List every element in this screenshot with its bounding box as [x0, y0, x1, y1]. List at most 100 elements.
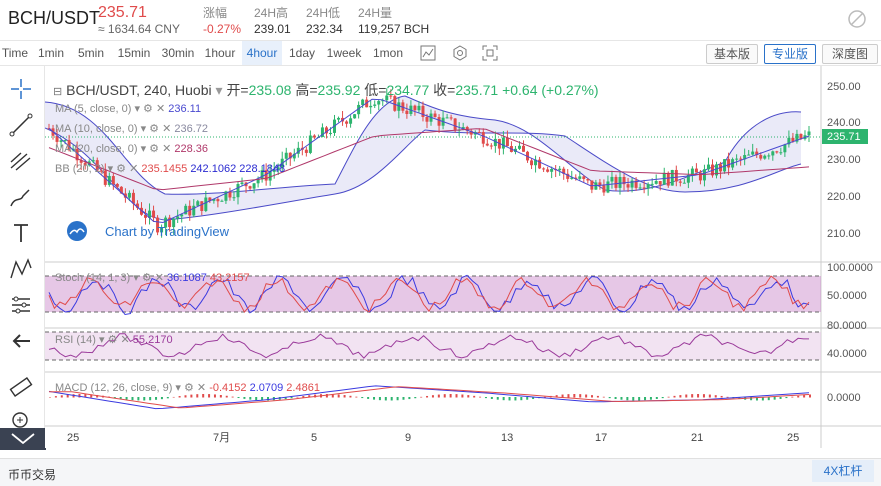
indicator-label: MA (5, close, 0) [55, 103, 132, 115]
chevron-down-icon[interactable]: ▾ [215, 82, 223, 98]
candlestick-icon[interactable] [420, 45, 436, 61]
watermark-text: Chart by TradingView [105, 224, 230, 239]
indicator-label: Stoch (14, 1, 3) [55, 272, 131, 284]
indicator-macd[interactable]: MACD (12, 26, close, 9) ▾ ⚙ ✕ -0.4152 2.… [55, 382, 320, 394]
macd-bar [396, 397, 399, 401]
macd-bar [49, 397, 51, 398]
macd-bar [296, 396, 299, 398]
macd-bar [514, 397, 517, 401]
header [0, 0, 881, 41]
macd-bar [797, 395, 800, 398]
indicator-ma10[interactable]: MA (10, close, 0) ▾ ⚙ ✕ 236.72 [55, 123, 209, 135]
candle-body [220, 200, 224, 202]
candle-body [578, 176, 582, 179]
candle-body [517, 145, 521, 149]
macd-bar [750, 397, 753, 401]
margin-4x-button[interactable]: 4X杠杆 [812, 460, 874, 482]
pattern-icon[interactable] [6, 254, 36, 284]
brush-icon[interactable] [6, 182, 36, 212]
candle-body [638, 187, 642, 189]
collapse-legend-icon[interactable]: ⊟ [53, 86, 63, 98]
drawing-toolbar [0, 66, 45, 448]
macd-bar [561, 394, 564, 398]
view-depth-button[interactable]: 深度图 [822, 44, 878, 64]
interval-1min[interactable]: 1min [37, 46, 64, 60]
candle-body [393, 96, 397, 111]
indicator-bb[interactable]: BB (20, 2) ▾ ⚙ ✕ 235.1455 242.1062 228.1… [55, 163, 286, 175]
candle-body [530, 160, 534, 166]
candle-body [264, 170, 268, 181]
candle-body [425, 116, 429, 122]
interval-1day[interactable]: 1day [288, 46, 316, 60]
macd-bar [125, 397, 128, 400]
interval-1week[interactable]: 1week [326, 46, 362, 60]
candle-body [534, 159, 538, 166]
candle-body [152, 210, 156, 218]
view-basic-button[interactable]: 基本版 [706, 44, 758, 64]
candle-body [196, 201, 200, 206]
price-chart[interactable]: Chart by TradingView 250.00 240.00 230.0… [45, 66, 881, 448]
fullscreen-icon[interactable] [482, 45, 498, 61]
indicator-stoch[interactable]: Stoch (14, 1, 3) ▾ ⚙ ✕ 36.1087 43.2157 [55, 272, 250, 284]
view-pro-button[interactable]: 专业版 [764, 44, 816, 64]
macd-bar [414, 397, 417, 399]
candle-body [759, 155, 763, 159]
price-cny: ≈ 1634.64 CNY [98, 22, 180, 36]
zoom-icon[interactable] [6, 406, 36, 436]
interval-30min[interactable]: 30min [161, 46, 195, 60]
candle-body [477, 132, 481, 134]
fib-icon[interactable] [6, 146, 36, 176]
trend-line-icon[interactable] [6, 110, 36, 140]
candle-body [156, 217, 160, 233]
interval-15min[interactable]: 15min [117, 46, 151, 60]
high-label: 高= [295, 82, 318, 98]
candle-body [304, 149, 308, 153]
candle-body [192, 205, 196, 216]
candle-body [449, 117, 453, 119]
candle-body [453, 118, 457, 130]
macd-bar [714, 395, 717, 398]
time-tick: 25 [787, 432, 799, 444]
macd-signal-value: 2.4861 [286, 382, 320, 394]
macd-bar [526, 397, 529, 400]
spot-trading-tab[interactable]: 币币交易 [8, 468, 57, 482]
candle-body [550, 169, 554, 172]
candle-body [586, 179, 590, 181]
macd-bar [655, 397, 658, 399]
candle-body [562, 168, 566, 174]
collapse-toolbar-button[interactable] [0, 428, 46, 450]
indicator-value: 228.1848 [239, 163, 286, 175]
text-icon[interactable] [6, 218, 36, 248]
interval-1mon[interactable]: 1mon [372, 46, 404, 60]
trading-pair[interactable]: BCH/USDT [8, 8, 101, 28]
indicator-ma5[interactable]: MA (5, close, 0) ▾ ⚙ ✕ 236.11 [55, 103, 202, 115]
interval-1hour[interactable]: 1hour [204, 46, 236, 60]
candle-body [256, 179, 260, 184]
macd-bar [225, 395, 228, 398]
candle-body [119, 186, 123, 194]
macd-bar [308, 395, 311, 398]
candle-body [337, 117, 341, 120]
macd-bar [661, 397, 664, 399]
settings-icon[interactable] [452, 45, 468, 61]
time-tick: 5 [311, 432, 317, 444]
candle-body [369, 105, 373, 108]
measure-icon[interactable] [6, 290, 36, 320]
indicator-rsi[interactable]: RSI (14) ▾ ⚙ ✕ 55.2170 [55, 334, 173, 346]
time-label[interactable]: Time [1, 46, 29, 60]
candle-body [658, 181, 662, 185]
chart-title[interactable]: BCH/USDT, 240, Huobi [66, 82, 212, 98]
indicator-ma20[interactable]: MA (20, close, 0) ▾ ⚙ ✕ 228.36 [55, 143, 209, 155]
interval-4hour[interactable]: 4hour [242, 41, 282, 65]
macd-bar [767, 397, 770, 401]
crosshair-icon[interactable] [6, 74, 36, 104]
interval-5min[interactable]: 5min [77, 46, 104, 60]
back-arrow-icon[interactable] [6, 326, 36, 356]
candle-body [481, 132, 485, 144]
candle-body [751, 151, 755, 155]
eye-off-icon[interactable] [846, 8, 868, 30]
candle-body [236, 184, 240, 198]
ruler-icon[interactable] [6, 372, 36, 402]
candle-body [59, 140, 63, 142]
macd-bar [479, 396, 482, 398]
